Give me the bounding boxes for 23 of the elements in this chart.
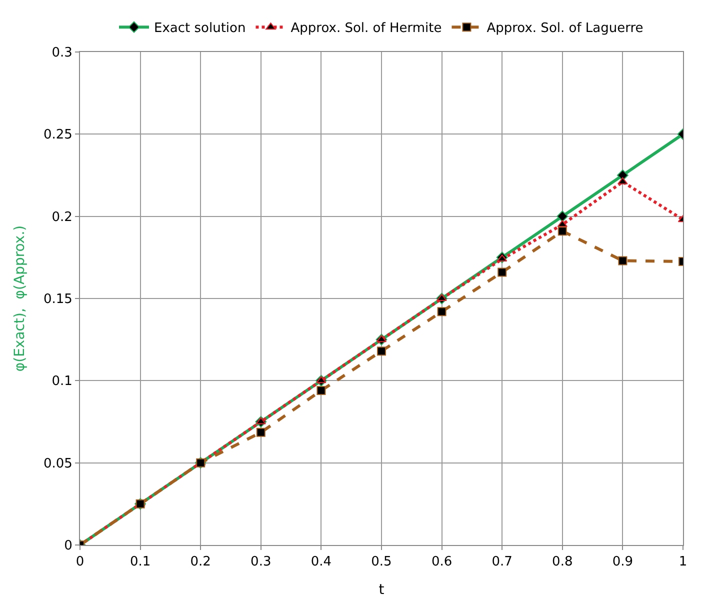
y-tick-label: 0.15 <box>43 292 72 308</box>
x-tick-label: 0.7 <box>492 554 512 570</box>
legend-label: Exact solution <box>154 21 246 36</box>
x-tick-label: 1 <box>678 554 688 570</box>
x-tick-label: 0.6 <box>431 554 452 570</box>
legend-label: Approx. Sol. of Laguerre <box>486 21 644 36</box>
y-tick-label: 0.05 <box>43 456 72 472</box>
x-tick-label: 0.8 <box>552 554 573 570</box>
x-tick-label: 0.9 <box>612 554 634 570</box>
x-tick-label: 0.1 <box>130 554 151 570</box>
x-axis-title: t <box>378 582 385 598</box>
y-tick-label: 0.25 <box>43 128 72 143</box>
y-axis-title: φ(Exact), φ(Approx.) <box>12 225 28 372</box>
x-tick-label: 0.5 <box>371 554 392 570</box>
y-tick-label: 0 <box>64 538 72 554</box>
x-tick-label: 0 <box>76 554 84 570</box>
y-tick-label: 0.2 <box>52 210 72 225</box>
x-tick-label: 0.3 <box>250 554 272 570</box>
x-tick-label: 0.4 <box>310 554 332 570</box>
x-tick-label: 0.2 <box>190 554 211 570</box>
y-tick-label: 0.3 <box>52 46 72 61</box>
legend-label: Approx. Sol. of Hermite <box>290 21 442 36</box>
y-tick-label: 0.1 <box>52 374 72 390</box>
